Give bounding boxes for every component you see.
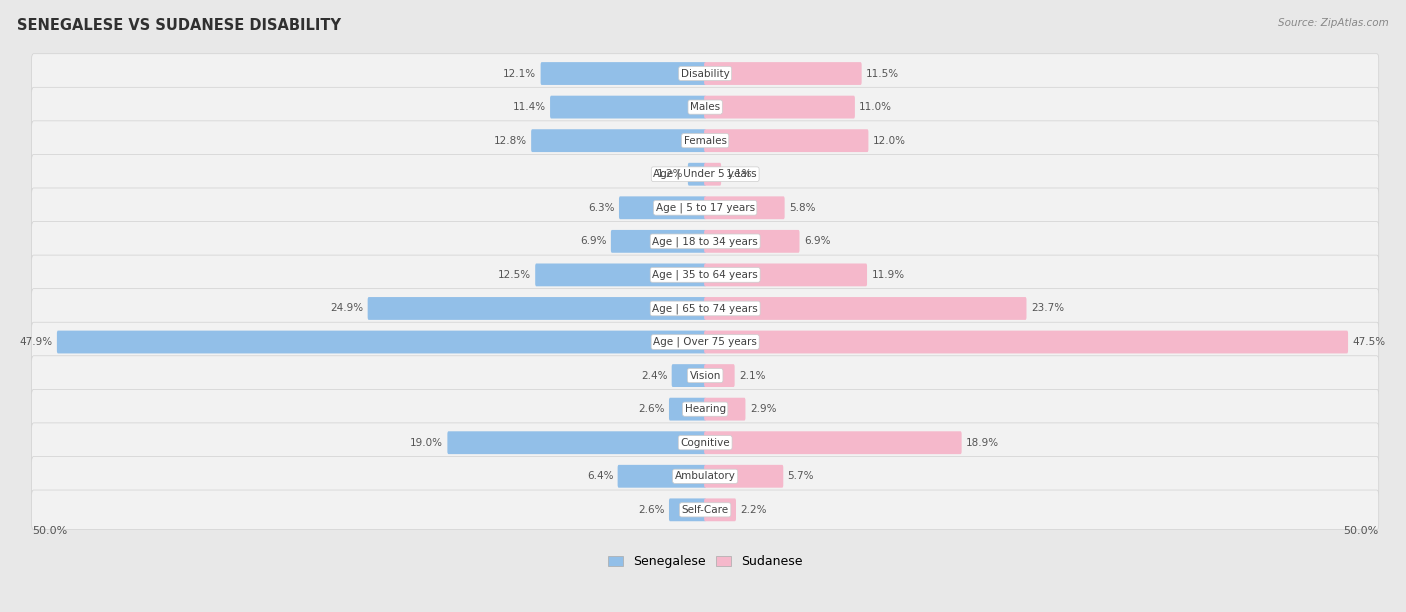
Text: 2.9%: 2.9% <box>749 404 776 414</box>
Text: 12.8%: 12.8% <box>494 136 527 146</box>
FancyBboxPatch shape <box>704 398 745 420</box>
FancyBboxPatch shape <box>704 364 734 387</box>
FancyBboxPatch shape <box>31 356 1379 395</box>
Text: 11.0%: 11.0% <box>859 102 893 112</box>
FancyBboxPatch shape <box>704 95 855 119</box>
Text: 50.0%: 50.0% <box>32 526 67 536</box>
FancyBboxPatch shape <box>704 264 868 286</box>
Text: Age | 5 to 17 years: Age | 5 to 17 years <box>655 203 755 213</box>
Text: 11.4%: 11.4% <box>513 102 546 112</box>
Text: Females: Females <box>683 136 727 146</box>
Text: 50.0%: 50.0% <box>1343 526 1378 536</box>
FancyBboxPatch shape <box>669 498 706 521</box>
FancyBboxPatch shape <box>31 255 1379 295</box>
FancyBboxPatch shape <box>704 163 721 185</box>
FancyBboxPatch shape <box>704 62 862 85</box>
Text: 12.5%: 12.5% <box>498 270 531 280</box>
FancyBboxPatch shape <box>669 398 706 420</box>
Text: 2.6%: 2.6% <box>638 505 665 515</box>
FancyBboxPatch shape <box>31 54 1379 94</box>
FancyBboxPatch shape <box>704 465 783 488</box>
FancyBboxPatch shape <box>704 297 1026 320</box>
FancyBboxPatch shape <box>31 423 1379 463</box>
Legend: Senegalese, Sudanese: Senegalese, Sudanese <box>603 550 807 573</box>
Text: 19.0%: 19.0% <box>411 438 443 448</box>
FancyBboxPatch shape <box>536 264 706 286</box>
FancyBboxPatch shape <box>31 289 1379 328</box>
Text: SENEGALESE VS SUDANESE DISABILITY: SENEGALESE VS SUDANESE DISABILITY <box>17 18 340 34</box>
FancyBboxPatch shape <box>31 121 1379 160</box>
Text: Ambulatory: Ambulatory <box>675 471 735 481</box>
Text: 12.1%: 12.1% <box>503 69 536 78</box>
Text: Age | 65 to 74 years: Age | 65 to 74 years <box>652 303 758 314</box>
FancyBboxPatch shape <box>367 297 706 320</box>
FancyBboxPatch shape <box>617 465 706 488</box>
FancyBboxPatch shape <box>56 330 706 354</box>
Text: 5.7%: 5.7% <box>787 471 814 481</box>
Text: 23.7%: 23.7% <box>1031 304 1064 313</box>
Text: Males: Males <box>690 102 720 112</box>
FancyBboxPatch shape <box>31 457 1379 496</box>
Text: Age | 18 to 34 years: Age | 18 to 34 years <box>652 236 758 247</box>
FancyBboxPatch shape <box>704 330 1348 354</box>
FancyBboxPatch shape <box>31 154 1379 194</box>
Text: 6.4%: 6.4% <box>586 471 613 481</box>
Text: Disability: Disability <box>681 69 730 78</box>
Text: Age | 35 to 64 years: Age | 35 to 64 years <box>652 270 758 280</box>
Text: Vision: Vision <box>689 371 721 381</box>
Text: Age | Under 5 years: Age | Under 5 years <box>654 169 756 179</box>
FancyBboxPatch shape <box>531 129 706 152</box>
FancyBboxPatch shape <box>31 222 1379 261</box>
Text: 11.5%: 11.5% <box>866 69 898 78</box>
Text: 6.3%: 6.3% <box>588 203 614 213</box>
Text: 47.9%: 47.9% <box>20 337 52 347</box>
FancyBboxPatch shape <box>704 498 735 521</box>
Text: 47.5%: 47.5% <box>1353 337 1385 347</box>
Text: Age | Over 75 years: Age | Over 75 years <box>654 337 756 347</box>
FancyBboxPatch shape <box>619 196 706 219</box>
Text: 11.9%: 11.9% <box>872 270 904 280</box>
Text: 2.6%: 2.6% <box>638 404 665 414</box>
FancyBboxPatch shape <box>31 323 1379 362</box>
FancyBboxPatch shape <box>704 196 785 219</box>
Text: 1.2%: 1.2% <box>657 170 683 179</box>
FancyBboxPatch shape <box>550 95 706 119</box>
Text: 6.9%: 6.9% <box>804 236 831 247</box>
Text: 2.2%: 2.2% <box>741 505 766 515</box>
FancyBboxPatch shape <box>31 188 1379 228</box>
FancyBboxPatch shape <box>31 389 1379 429</box>
FancyBboxPatch shape <box>704 230 800 253</box>
FancyBboxPatch shape <box>447 431 706 454</box>
FancyBboxPatch shape <box>610 230 706 253</box>
FancyBboxPatch shape <box>704 129 869 152</box>
Text: 2.1%: 2.1% <box>740 371 765 381</box>
Text: 5.8%: 5.8% <box>789 203 815 213</box>
FancyBboxPatch shape <box>672 364 706 387</box>
Text: 12.0%: 12.0% <box>873 136 905 146</box>
Text: 1.1%: 1.1% <box>725 170 752 179</box>
FancyBboxPatch shape <box>31 88 1379 127</box>
Text: 24.9%: 24.9% <box>330 304 363 313</box>
FancyBboxPatch shape <box>541 62 706 85</box>
FancyBboxPatch shape <box>704 431 962 454</box>
Text: 6.9%: 6.9% <box>581 236 606 247</box>
Text: Self-Care: Self-Care <box>682 505 728 515</box>
Text: 2.4%: 2.4% <box>641 371 668 381</box>
FancyBboxPatch shape <box>31 490 1379 529</box>
Text: 18.9%: 18.9% <box>966 438 1000 448</box>
Text: Source: ZipAtlas.com: Source: ZipAtlas.com <box>1278 18 1389 28</box>
Text: Hearing: Hearing <box>685 404 725 414</box>
Text: Cognitive: Cognitive <box>681 438 730 448</box>
FancyBboxPatch shape <box>688 163 706 185</box>
